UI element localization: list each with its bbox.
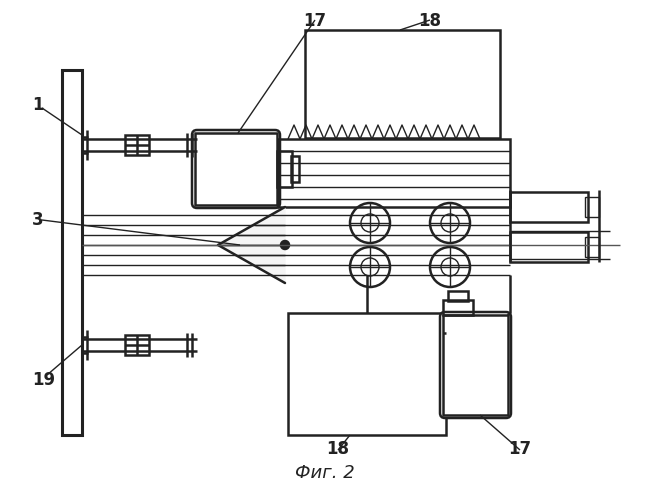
Text: 19: 19: [32, 371, 55, 389]
Bar: [195, 133, 277, 205]
Bar: [62, 70, 82, 435]
Bar: [443, 315, 508, 415]
Text: 18: 18: [326, 440, 350, 458]
Bar: [125, 335, 149, 355]
Bar: [585, 197, 599, 217]
Circle shape: [281, 241, 289, 249]
Bar: [443, 300, 473, 315]
Bar: [277, 151, 292, 187]
Text: Фиг. 2: Фиг. 2: [295, 464, 355, 482]
Text: 1: 1: [32, 96, 44, 114]
Bar: [510, 232, 588, 262]
Bar: [448, 291, 468, 301]
FancyBboxPatch shape: [192, 130, 280, 208]
Text: 17: 17: [304, 12, 326, 30]
Text: 18: 18: [419, 12, 441, 30]
Bar: [288, 313, 446, 435]
Bar: [291, 156, 299, 182]
Bar: [305, 30, 500, 138]
Text: 3: 3: [32, 211, 44, 229]
Text: 17: 17: [508, 440, 532, 458]
Bar: [125, 135, 149, 155]
Polygon shape: [218, 207, 285, 283]
FancyBboxPatch shape: [440, 312, 511, 418]
Bar: [585, 237, 599, 257]
Bar: [510, 192, 588, 222]
Bar: [278, 139, 510, 207]
